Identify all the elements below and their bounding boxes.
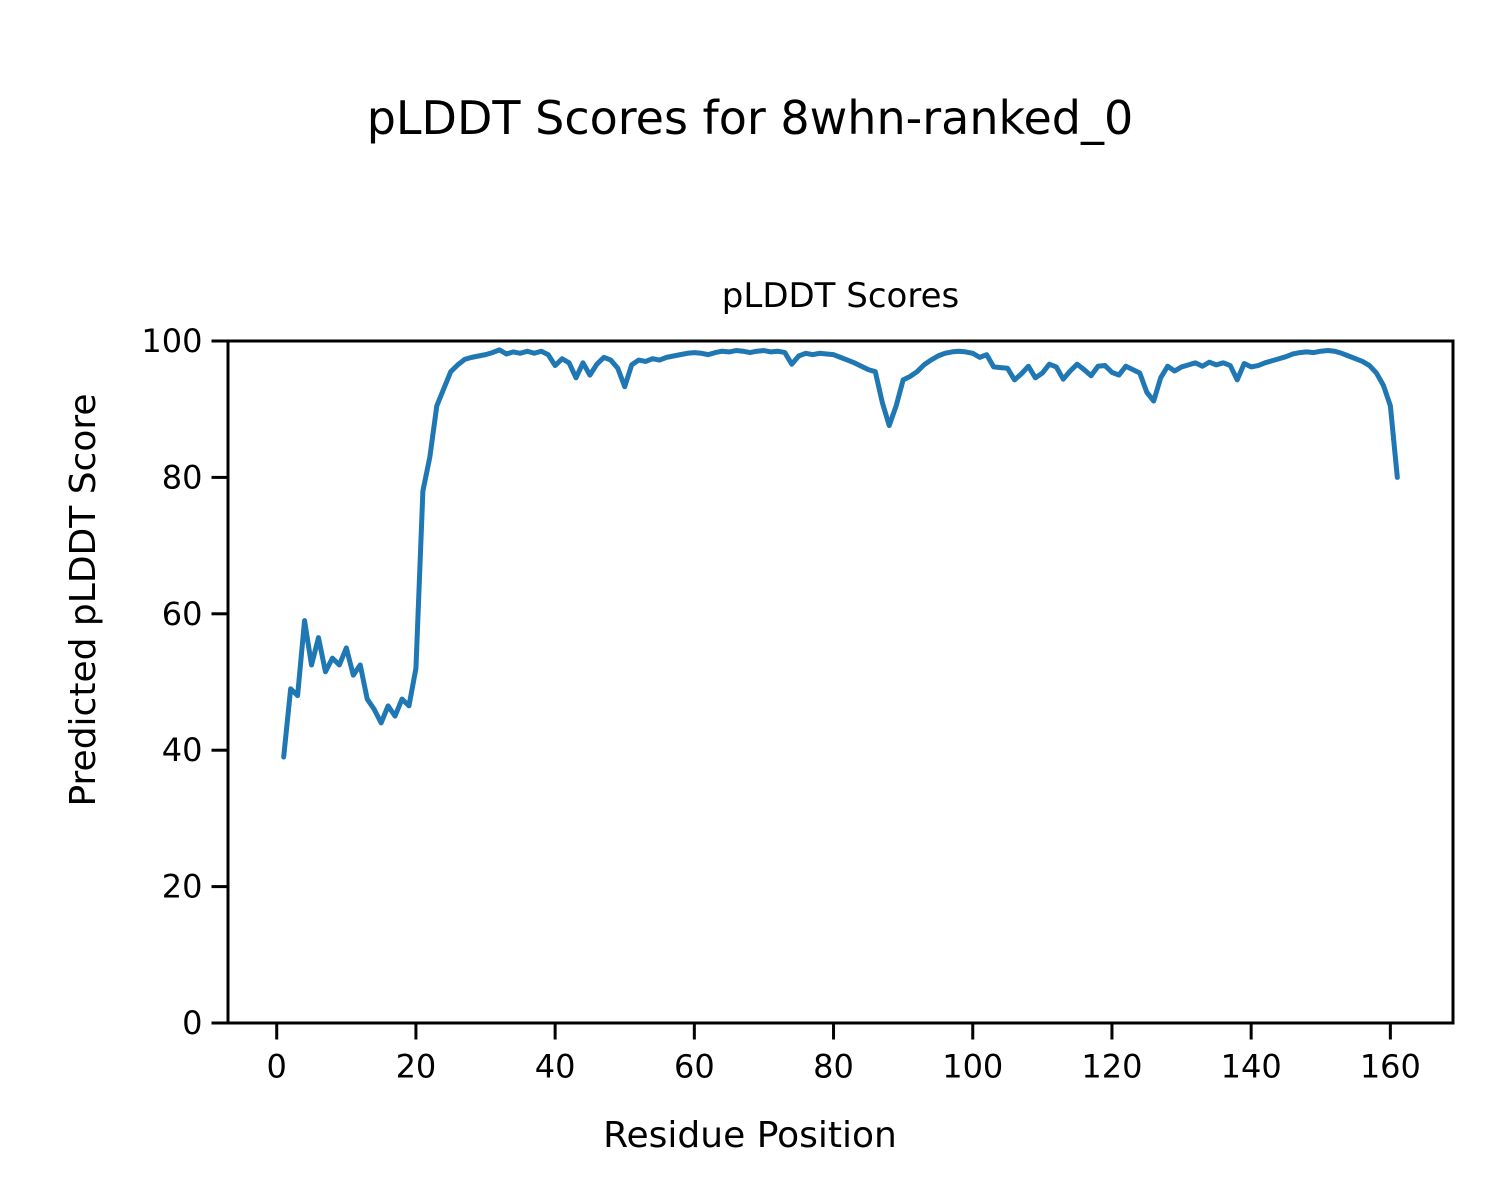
x-tick-label: 100 — [942, 1048, 1003, 1086]
y-tick-label: 60 — [162, 595, 203, 633]
axes-spines — [226, 339, 1455, 1025]
y-tick-label: 0 — [182, 1004, 202, 1042]
x-tick-label: 160 — [1360, 1048, 1421, 1086]
x-tick-label: 60 — [674, 1048, 715, 1086]
main-title: pLDDT Scores for 8whn-ranked_0 — [366, 91, 1134, 145]
y-tick-label: 100 — [141, 322, 202, 360]
x-tick-label: 120 — [1081, 1048, 1142, 1086]
y-tick-label: 80 — [162, 458, 203, 496]
x-tick-label: 20 — [396, 1048, 437, 1086]
x-tick-label: 80 — [813, 1048, 854, 1086]
plddt-line — [281, 347, 1400, 760]
x-tick-label: 0 — [267, 1048, 287, 1086]
x-tick-label: 40 — [535, 1048, 576, 1086]
plot-title: pLDDT Scores — [721, 276, 960, 316]
x-tick-label: 140 — [1221, 1048, 1282, 1086]
y-tick-label: 40 — [162, 731, 203, 769]
y-tick-label: 20 — [162, 868, 203, 906]
x-axis-label: Residue Position — [603, 1115, 897, 1156]
